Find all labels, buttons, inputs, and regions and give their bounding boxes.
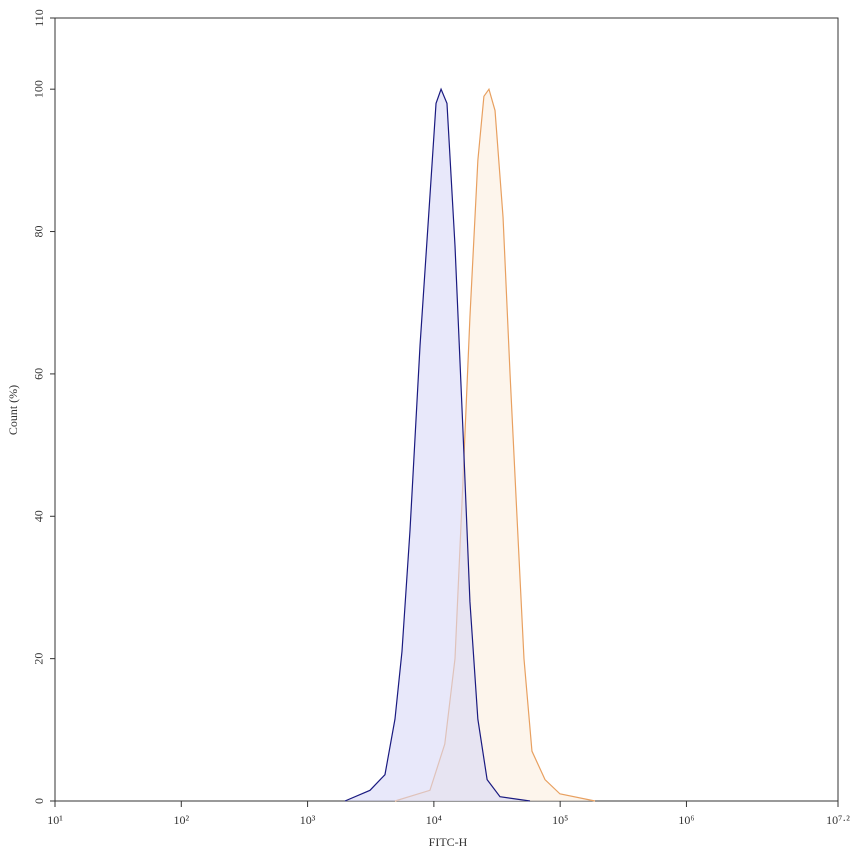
x-tick-label: 10⁷·² [826, 813, 850, 827]
histogram-area [344, 89, 531, 801]
histogram-area [394, 89, 596, 801]
x-tick-label: 10¹ [47, 813, 63, 827]
y-tick-label: 60 [32, 368, 46, 380]
x-axis-label: FITC-H [429, 835, 468, 849]
histogram-line [344, 87, 531, 802]
y-tick-label: 110 [32, 9, 46, 27]
y-tick-label: 20 [32, 653, 46, 665]
y-tick-label: 100 [32, 80, 46, 98]
x-tick-label: 10³ [300, 813, 316, 827]
x-tick-label: 10² [173, 813, 189, 827]
x-tick-label: 10⁴ [426, 813, 442, 827]
y-tick-label: 40 [32, 510, 46, 522]
y-tick-label: 80 [32, 226, 46, 238]
x-tick-label: 10⁵ [552, 813, 568, 827]
y-axis-label: Count (%) [6, 385, 20, 435]
x-tick-label: 10⁶ [678, 813, 694, 827]
y-tick-label: 0 [32, 798, 46, 804]
